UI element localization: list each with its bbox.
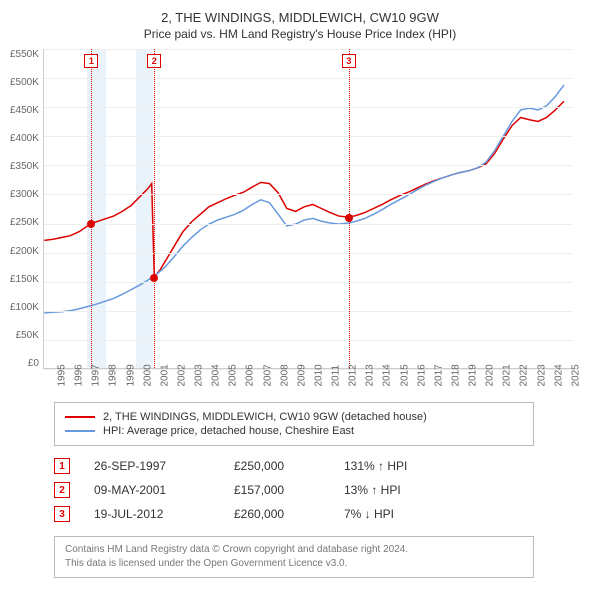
series-property	[44, 101, 564, 277]
y-tick-label: £200K	[10, 246, 39, 257]
x-tick-label: 1996	[74, 371, 85, 387]
gridline	[44, 136, 573, 137]
sale-hpi-diff: 7% ↓ HPI	[344, 507, 454, 521]
x-tick-label: 2003	[194, 371, 205, 387]
sales-table: 1 26-SEP-1997£250,000131% ↑ HPI 2 09-MAY-20…	[54, 454, 534, 526]
x-tick-label: 2009	[296, 371, 307, 387]
gridline	[44, 49, 573, 50]
legend-label: 2, THE WINDINGS, MIDDLEWICH, CW10 9GW (d…	[103, 411, 427, 423]
gridline	[44, 282, 573, 283]
sale-row: 3 19-JUL-2012£260,0007% ↓ HPI	[54, 502, 534, 526]
gridline	[44, 194, 573, 195]
x-tick-label: 2006	[245, 371, 256, 387]
sale-row-marker: 3	[54, 506, 70, 522]
x-tick-label: 2019	[468, 371, 479, 387]
x-tick-label: 1995	[57, 371, 68, 387]
plot-area: 1 2 3	[43, 49, 573, 369]
x-tick-label: 2011	[331, 371, 342, 387]
x-axis: 1995 1996 1997 1998 1999 2000 2001 2002 2003 2004…	[54, 373, 584, 384]
x-tick-label: 1998	[108, 371, 119, 387]
chart-container: £550K £500K £450K £400K £350K £300K £250K £200K…	[10, 49, 590, 369]
sale-dot	[345, 214, 353, 222]
sale-price: £260,000	[234, 507, 344, 521]
legend: 2, THE WINDINGS, MIDDLEWICH, CW10 9GW (d…	[54, 402, 534, 446]
legend-row: 2, THE WINDINGS, MIDDLEWICH, CW10 9GW (d…	[65, 411, 523, 423]
sale-date: 09-MAY-2001	[94, 483, 234, 497]
chart-lines	[44, 49, 573, 368]
x-tick-label: 2004	[211, 371, 222, 387]
x-tick-label: 2025	[570, 371, 581, 387]
attribution-box: Contains HM Land Registry data © Crown c…	[54, 536, 534, 578]
gridline	[44, 340, 573, 341]
sale-date: 19-JUL-2012	[94, 507, 234, 521]
x-tick-label: 2015	[399, 371, 410, 387]
sale-hpi-diff: 13% ↑ HPI	[344, 483, 454, 497]
sale-row-marker: 1	[54, 458, 70, 474]
attribution-line: Contains HM Land Registry data © Crown c…	[65, 543, 523, 557]
x-tick-label: 2017	[433, 371, 444, 387]
x-tick-label: 2018	[450, 371, 461, 387]
gridline	[44, 78, 573, 79]
x-tick-label: 2001	[159, 371, 170, 387]
sale-marker-box: 2	[147, 54, 161, 68]
sale-vline	[91, 49, 92, 368]
y-tick-label: £500K	[10, 77, 39, 88]
sale-row: 1 26-SEP-1997£250,000131% ↑ HPI	[54, 454, 534, 478]
chart-subtitle: Price paid vs. HM Land Registry's House …	[10, 27, 590, 41]
legend-swatch	[65, 430, 95, 432]
gridline	[44, 107, 573, 108]
x-tick-label: 2020	[485, 371, 496, 387]
x-tick-label: 2008	[279, 371, 290, 387]
y-tick-label: £150K	[10, 274, 39, 285]
sale-row: 2 09-MAY-2001£157,00013% ↑ HPI	[54, 478, 534, 502]
sale-vline	[349, 49, 350, 368]
x-tick-label: 1997	[91, 371, 102, 387]
y-tick-label: £450K	[10, 105, 39, 116]
y-tick-label: £50K	[16, 330, 39, 341]
x-tick-label: 2010	[313, 371, 324, 387]
sale-price: £157,000	[234, 483, 344, 497]
x-tick-label: 2022	[519, 371, 530, 387]
x-tick-label: 2007	[262, 371, 273, 387]
sale-date: 26-SEP-1997	[94, 459, 234, 473]
x-tick-label: 2012	[348, 371, 359, 387]
y-tick-label: £350K	[10, 161, 39, 172]
attribution-line: This data is licensed under the Open Gov…	[65, 557, 523, 571]
x-tick-label: 2024	[553, 371, 564, 387]
y-tick-label: £0	[28, 358, 39, 369]
gridline	[44, 165, 573, 166]
y-tick-label: £550K	[10, 49, 39, 60]
x-tick-label: 2000	[142, 371, 153, 387]
sale-marker-box: 3	[342, 54, 356, 68]
gridline	[44, 311, 573, 312]
sale-vline	[154, 49, 155, 368]
legend-swatch	[65, 416, 95, 418]
chart-title: 2, THE WINDINGS, MIDDLEWICH, CW10 9GW	[10, 10, 590, 25]
x-tick-label: 2013	[365, 371, 376, 387]
x-tick-label: 2005	[228, 371, 239, 387]
sale-marker-box: 1	[84, 54, 98, 68]
y-axis: £550K £500K £450K £400K £350K £300K £250K £200K…	[10, 49, 43, 369]
x-tick-label: 2021	[502, 371, 513, 387]
sale-hpi-diff: 131% ↑ HPI	[344, 459, 454, 473]
x-tick-label: 2016	[416, 371, 427, 387]
x-tick-label: 2023	[536, 371, 547, 387]
legend-row: HPI: Average price, detached house, Ches…	[65, 425, 523, 437]
y-tick-label: £300K	[10, 189, 39, 200]
sale-dot	[87, 220, 95, 228]
legend-label: HPI: Average price, detached house, Ches…	[103, 425, 354, 437]
y-tick-label: £250K	[10, 217, 39, 228]
x-tick-label: 1999	[125, 371, 136, 387]
x-tick-label: 2002	[176, 371, 187, 387]
gridline	[44, 253, 573, 254]
sale-row-marker: 2	[54, 482, 70, 498]
y-tick-label: £100K	[10, 302, 39, 313]
y-tick-label: £400K	[10, 133, 39, 144]
sale-dot	[150, 274, 158, 282]
series-hpi	[44, 85, 564, 313]
x-tick-label: 2014	[382, 371, 393, 387]
gridline	[44, 224, 573, 225]
sale-price: £250,000	[234, 459, 344, 473]
